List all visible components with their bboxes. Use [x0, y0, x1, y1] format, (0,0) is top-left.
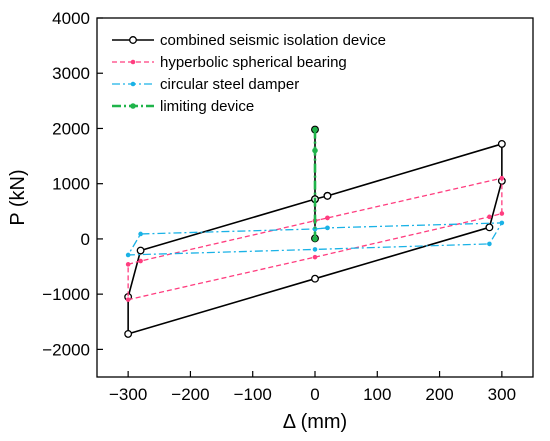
data-point	[124, 329, 133, 338]
series-line	[127, 222, 503, 256]
legend-marker	[129, 36, 137, 44]
series-layer	[124, 125, 506, 338]
y-tick-label: −1000	[42, 285, 90, 304]
x-tick-label: 0	[310, 385, 319, 404]
plot-frame	[96, 17, 534, 378]
y-tick-label: −2000	[42, 340, 90, 359]
legend-marker	[130, 103, 136, 109]
legend-item: circular steel damper	[112, 76, 299, 93]
legend-label: limiting device	[160, 98, 254, 115]
data-point	[497, 139, 506, 148]
data-point	[125, 297, 131, 302]
data-point	[138, 258, 143, 264]
data-point	[311, 274, 319, 283]
y-axis-title: P (kN)	[7, 169, 29, 225]
data-point	[323, 191, 332, 200]
x-tick-label: 100	[363, 385, 391, 404]
data-point	[499, 175, 505, 181]
legend-label: circular steel damper	[160, 76, 299, 93]
y-tick-label: 0	[81, 230, 90, 249]
legend-marker	[130, 81, 136, 87]
y-tick-label: 1000	[52, 175, 90, 194]
data-point	[125, 262, 131, 267]
data-point	[125, 252, 131, 258]
legend-item: combined seismic isolation device	[112, 32, 386, 49]
legend-item: limiting device	[112, 98, 254, 115]
data-point	[325, 215, 330, 221]
data-point	[136, 246, 145, 255]
legend-label: hyperbolic spherical bearing	[160, 54, 347, 71]
data-point	[312, 126, 318, 133]
data-point	[312, 247, 318, 252]
data-point	[487, 241, 492, 247]
x-tick-label: −100	[234, 385, 272, 404]
data-point	[485, 223, 494, 232]
ticks-layer: −300 −200 −100 0 100 200 300−2000−100001000200…	[42, 9, 516, 404]
y-tick-label: 2000	[52, 119, 90, 138]
y-tick-label: 3000	[52, 64, 90, 83]
data-point	[312, 147, 318, 154]
legend-item: hyperbolic spherical bearing	[112, 54, 347, 71]
x-tick-label: 300	[488, 385, 516, 404]
data-point	[487, 214, 492, 220]
data-point	[312, 254, 318, 260]
x-tick-label: 200	[425, 385, 453, 404]
data-point	[138, 231, 143, 237]
legend-marker	[130, 59, 136, 65]
data-point	[499, 220, 505, 226]
y-tick-label: 4000	[52, 9, 90, 28]
x-axis-title: Δ (mm)	[283, 411, 347, 433]
series-3	[312, 126, 318, 242]
data-point	[499, 211, 505, 216]
legend-label: combined seismic isolation device	[160, 32, 386, 49]
legend: combined seismic isolation device hyperbo…	[112, 32, 386, 115]
data-point	[312, 236, 318, 242]
x-tick-label: −300	[109, 385, 147, 404]
x-tick-label: −200	[171, 385, 209, 404]
data-point	[325, 225, 330, 231]
